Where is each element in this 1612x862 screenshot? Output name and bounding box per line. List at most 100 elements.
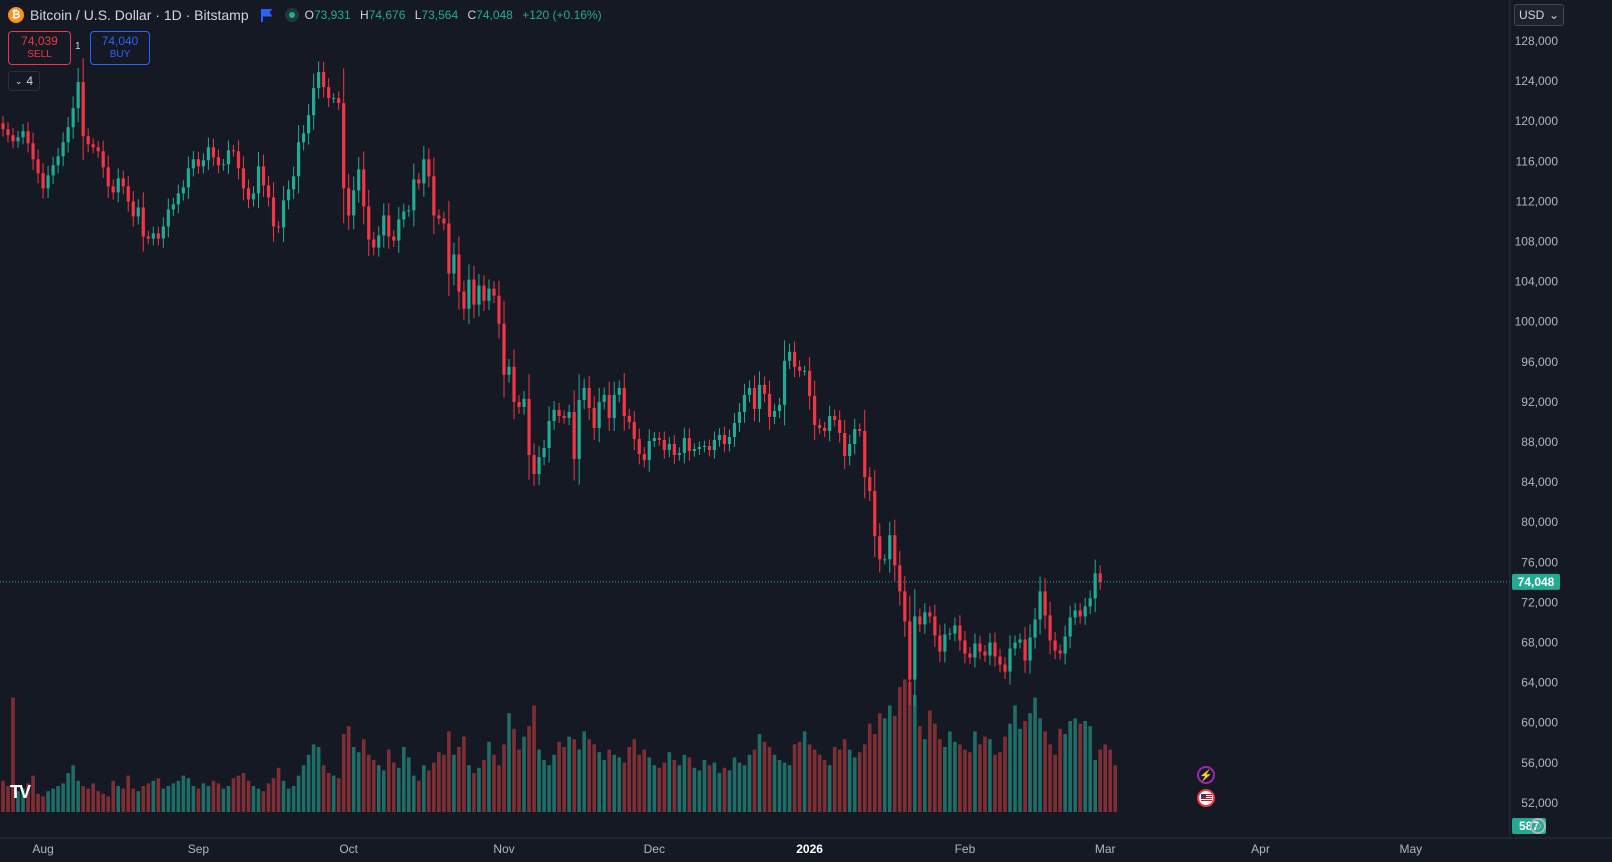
volume-bar: [872, 734, 877, 812]
candle: [1048, 601, 1052, 655]
candle: [597, 387, 601, 443]
price-tick-label: 80,000: [1521, 515, 1558, 529]
volume-bar: [612, 754, 617, 812]
volume-bar: [567, 736, 571, 812]
volume-bar: [958, 744, 962, 812]
candle: [377, 226, 381, 257]
symbol-title[interactable]: Bitcoin / U.S. Dollar · 1D · Bitstamp: [30, 7, 249, 23]
candle: [56, 148, 60, 174]
candle: [211, 138, 216, 166]
volume-bar: [412, 775, 416, 812]
candle: [662, 431, 666, 459]
volume-bar: [31, 775, 35, 812]
volume-bar: [918, 726, 922, 812]
volume-bar: [897, 687, 902, 812]
candle: [76, 67, 80, 123]
price-scale[interactable]: 128,000 124,000 120,000 116,000 112,000 108,0…: [1515, 34, 1559, 810]
volume-bar: [607, 749, 612, 812]
volume-bar: [126, 775, 131, 812]
candle: [512, 349, 516, 420]
candle: [993, 632, 997, 667]
volume-bar: [772, 754, 777, 812]
volume-bar: [577, 749, 581, 812]
volume-bar: [1068, 721, 1072, 812]
volume-bar: [226, 786, 231, 812]
candle: [347, 173, 351, 230]
volume-bar: [1063, 734, 1067, 812]
volume-bar: [376, 765, 381, 812]
change-value: +120 (+0.16%): [522, 8, 602, 22]
candle: [1088, 590, 1092, 615]
volume-bar: [602, 760, 606, 812]
indicators-toggle[interactable]: ⌄ 4: [8, 71, 40, 91]
candle: [893, 519, 897, 581]
candle: [702, 440, 706, 453]
candle: [1053, 631, 1057, 660]
volume-bar: [206, 786, 211, 812]
candle: [572, 390, 576, 481]
last-price-label: 74,048: [1512, 573, 1560, 590]
volume-bar: [757, 734, 762, 812]
volume-bar: [256, 788, 261, 812]
volume-bar: [497, 765, 501, 812]
volume-bar: [472, 773, 476, 812]
volume-bar: [597, 752, 601, 812]
volume-bar: [1058, 728, 1062, 812]
high-value: 74,676: [368, 8, 406, 22]
sell-button[interactable]: 74,039 SELL: [8, 31, 71, 65]
volume-bar: [1053, 754, 1057, 812]
volume-bar: [86, 788, 90, 812]
volume-bar: [737, 762, 742, 812]
volume-bar: [186, 778, 191, 812]
candle: [302, 125, 306, 151]
currency-selector[interactable]: USD ⌄: [1514, 4, 1564, 26]
symbol-header[interactable]: ₿ Bitcoin / U.S. Dollar · 1D · Bitstamp …: [8, 5, 608, 25]
volume-bar: [51, 788, 55, 812]
candle: [717, 428, 722, 447]
candle: [266, 176, 271, 207]
settings-icon[interactable]: [1530, 818, 1546, 834]
volume-bar: [1113, 765, 1118, 812]
candle: [216, 149, 221, 174]
candle: [978, 635, 982, 660]
candle: [1033, 608, 1037, 649]
candle: [627, 408, 631, 430]
volume-bar: [1008, 723, 1012, 812]
volume-bar: [587, 739, 591, 812]
us-flag-icon[interactable]: [1197, 789, 1215, 807]
volume-bar: [827, 765, 832, 812]
market-status-icon[interactable]: [284, 8, 299, 22]
candle: [437, 209, 441, 225]
buy-button[interactable]: 74,040 BUY: [90, 31, 150, 65]
volume-bar: [822, 760, 827, 812]
volume-bar: [887, 705, 892, 812]
volume-bar: [371, 760, 376, 812]
volume-bar: [477, 767, 481, 812]
time-scale[interactable]: Aug Sep Oct Nov Dec 2026 Feb Mar Apr May: [32, 842, 1422, 856]
volume-bar: [286, 788, 291, 812]
volume-bar: [156, 778, 161, 812]
volume-bar: [161, 788, 166, 812]
candle: [963, 630, 967, 664]
candle: [417, 172, 421, 190]
volume-bar: [652, 765, 657, 812]
candle: [592, 395, 596, 440]
candle: [923, 603, 927, 634]
price-tick-label: 76,000: [1521, 555, 1558, 569]
volume-bar: [512, 728, 516, 812]
volume-bar: [141, 786, 146, 812]
volume-bar: [482, 760, 486, 812]
volume-bar: [351, 747, 356, 812]
tradingview-logo[interactable]: TV: [10, 782, 31, 802]
flag-icon[interactable]: [260, 8, 273, 22]
candle: [537, 446, 541, 486]
candle: [151, 226, 155, 246]
lightning-icon[interactable]: ⚡: [1197, 766, 1215, 784]
volume-bar: [467, 765, 471, 812]
candle: [201, 153, 205, 174]
candle: [327, 78, 331, 108]
candle: [101, 140, 105, 178]
candle: [878, 523, 882, 573]
volume-bar: [812, 749, 817, 812]
